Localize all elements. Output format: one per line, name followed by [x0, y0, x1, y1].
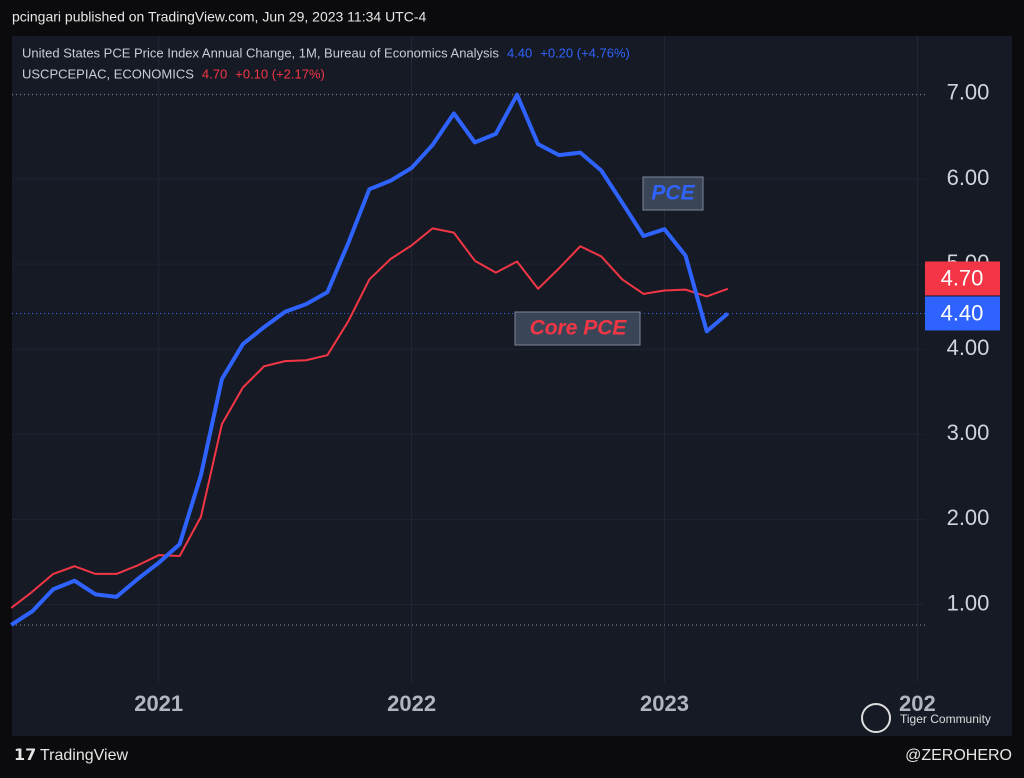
- published: pcingari published on TradingView.com, J…: [12, 9, 427, 25]
- annotation-box: [642, 176, 704, 211]
- legend-change: +0.10 (+2.17%): [235, 66, 325, 81]
- x-tick-label: 2023: [640, 691, 689, 716]
- handle: @ZEROHERO: [905, 747, 1012, 764]
- legend-title: United States PCE Price Index Annual Cha…: [22, 45, 499, 60]
- annotation: Core PCE: [530, 317, 628, 340]
- y-tick-label: 7.00: [947, 80, 990, 105]
- annotation: PCE: [651, 182, 695, 205]
- value-badge-label: 4.40: [941, 300, 984, 325]
- series-line: [10, 227, 729, 609]
- legend-last: 4.40: [507, 45, 532, 60]
- y-tick-label: 1.00: [947, 590, 990, 615]
- value-badge: [925, 261, 1000, 296]
- brand: TradingView: [40, 747, 128, 764]
- legend-change: +0.20 (+4.76%): [540, 45, 630, 60]
- annotation-box: [514, 311, 641, 346]
- y-tick-label: 3.00: [947, 420, 990, 445]
- value-badge-label: 4.70: [941, 265, 984, 290]
- series-line: [10, 92, 730, 627]
- x-tick-label: 2021: [134, 691, 183, 716]
- plot-bg: [12, 36, 1012, 736]
- tiger-logo: [861, 703, 891, 733]
- brand-logo: 𝟭𝟳: [14, 747, 36, 764]
- x-tick-label: 202: [899, 691, 936, 716]
- value-badge: [925, 296, 1000, 331]
- y-tick-label: 2.00: [947, 505, 990, 530]
- legend-last: 4.70: [202, 66, 227, 81]
- y-tick-label: 4.00: [947, 335, 990, 360]
- community: Tiger Community: [900, 712, 991, 726]
- y-tick-label: 6.00: [947, 165, 990, 190]
- x-tick-label: 2022: [387, 691, 436, 716]
- legend-title: USCPCEPIAC, ECONOMICS: [22, 66, 194, 81]
